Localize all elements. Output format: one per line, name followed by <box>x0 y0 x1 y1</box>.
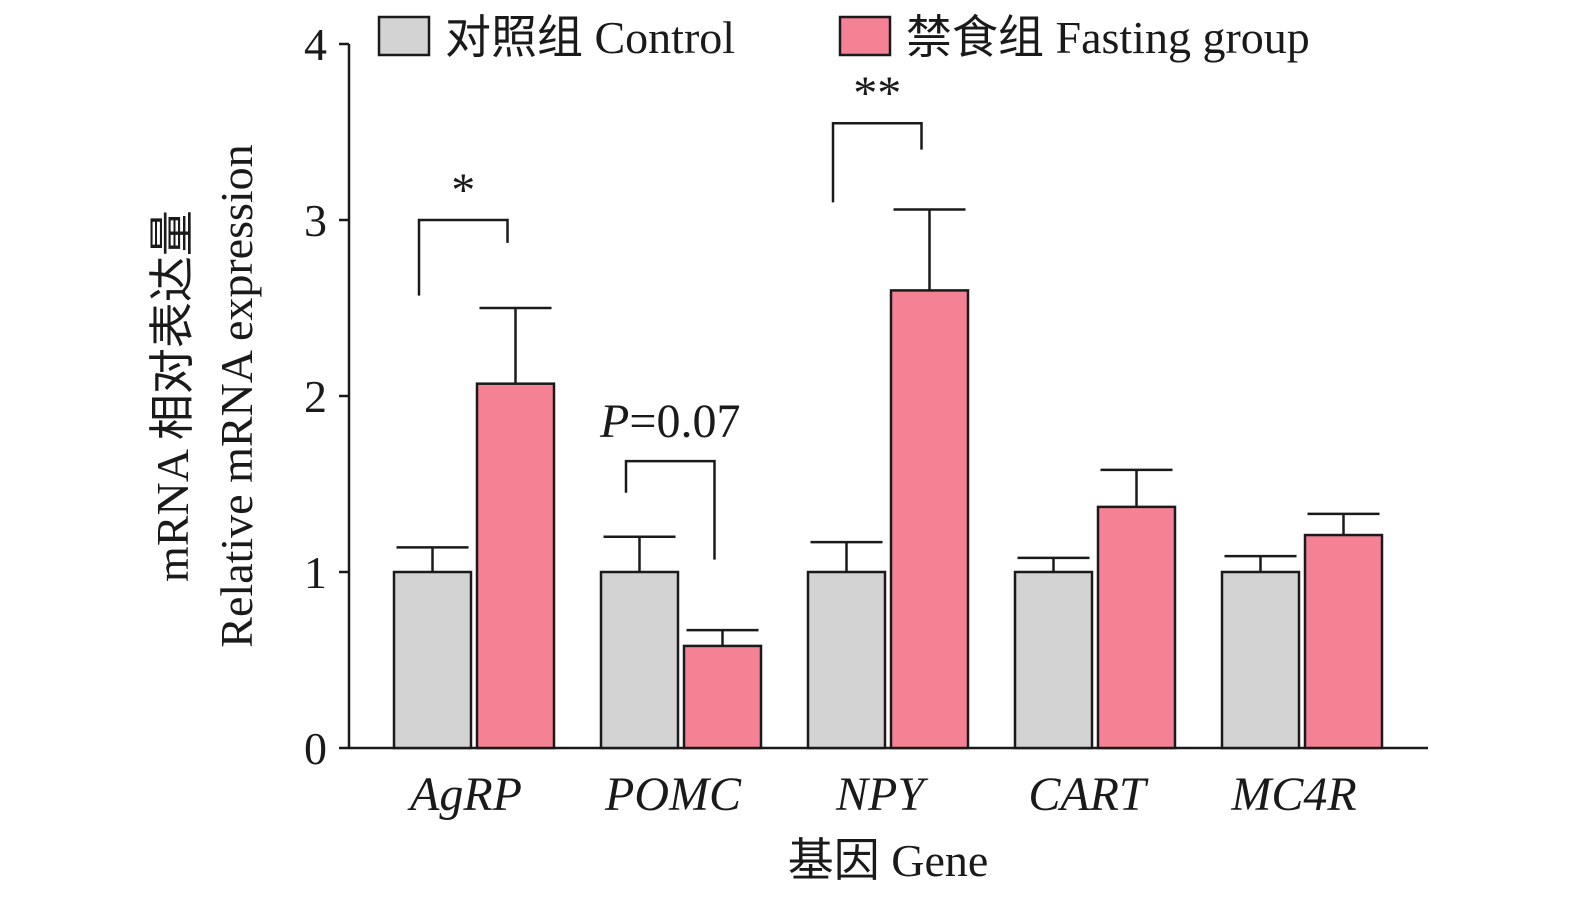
significance-label: ** <box>853 67 901 120</box>
bar-npy-control <box>806 570 887 750</box>
bars <box>392 208 1384 750</box>
bar-pomc-fasting <box>682 644 763 750</box>
y-tick-label: 1 <box>304 547 327 598</box>
bar-mc4r-fasting <box>1303 533 1384 750</box>
x-tick-label: CART <box>1028 768 1149 821</box>
significance-bracket <box>417 218 509 296</box>
significance-bracket <box>831 121 923 203</box>
bar-mc4r-control <box>1220 570 1301 750</box>
significance-label: * <box>451 164 475 217</box>
x-axis-title: 基因 Gene <box>788 835 989 886</box>
y-axis: 0 1 2 3 4 <box>304 19 351 774</box>
y-tick-label: 3 <box>304 195 327 246</box>
legend-label-control: 对照组 Control <box>445 12 735 63</box>
bar-cart-fasting <box>1096 505 1177 750</box>
bar-pomc-control <box>599 570 680 750</box>
significance-bracket <box>624 459 716 560</box>
legend: 对照组 Control 禁食组 Fasting group <box>377 12 1310 63</box>
significance-label: P=0.07 <box>599 395 740 448</box>
y-axis-title-line1: mRNA 相对表达量 <box>147 210 198 582</box>
x-tick-label: NPY <box>835 768 928 821</box>
y-tick-label: 4 <box>304 19 327 70</box>
bar-agrp-fasting <box>475 382 556 750</box>
legend-swatch-fasting <box>838 15 892 57</box>
y-tick-label: 2 <box>304 371 327 422</box>
x-tick-label: MC4R <box>1230 768 1356 821</box>
y-axis-title-line2: Relative mRNA expression <box>211 144 262 647</box>
legend-label-fasting: 禁食组 Fasting group <box>906 12 1310 63</box>
y-tick-label: 0 <box>304 723 327 774</box>
bar-cart-control <box>1013 570 1094 750</box>
x-tick-label: AgRP <box>407 768 522 821</box>
x-tick-label: POMC <box>604 768 742 821</box>
bar-agrp-control <box>392 570 473 750</box>
x-axis: AgRP POMC NPY CART MC4R <box>349 746 1428 821</box>
bar-npy-fasting <box>889 289 970 750</box>
legend-swatch-control <box>377 15 431 57</box>
significance-annotations: * P=0.07 ** <box>417 67 923 560</box>
